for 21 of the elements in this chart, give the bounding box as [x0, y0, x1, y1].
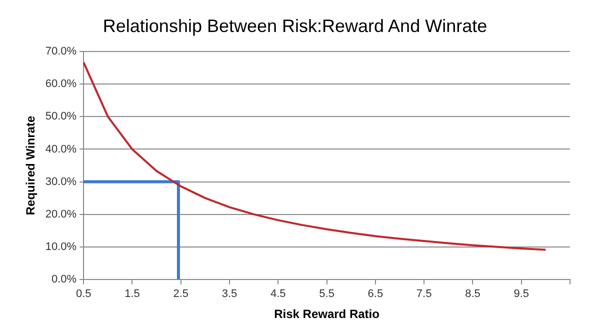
x-axis-title: Risk Reward Ratio: [274, 307, 380, 322]
y-tick-label: 60.0%: [45, 78, 77, 90]
y-tick-label: 10.0%: [45, 240, 77, 253]
x-tick-label: 2.5: [173, 288, 189, 300]
x-tick-label: 0.5: [76, 288, 92, 300]
x-tick-label: 4.5: [270, 288, 286, 300]
y-axis-title: Required Winrate: [24, 116, 38, 216]
x-tick-label: 8.5: [465, 288, 480, 300]
x-tick-label: 3.5: [222, 288, 238, 300]
y-tick-label: 30.0%: [45, 176, 77, 188]
x-tick-label: 9.5: [514, 288, 530, 300]
y-tick-label: 0.0%: [52, 273, 77, 286]
y-tick-label: 40.0%: [45, 143, 77, 156]
x-tick-label: 6.5: [368, 288, 384, 300]
x-tick-label: 1.5: [124, 288, 140, 300]
chart-title: Relationship Between Risk:Reward And Winrate: [102, 16, 488, 36]
x-tick-label: 7.5: [416, 288, 432, 300]
x-tick-label: 5.5: [319, 288, 334, 300]
y-tick-label: 70.0%: [45, 46, 77, 58]
y-tick-label: 50.0%: [45, 110, 77, 123]
y-tick-label: 20.0%: [45, 208, 77, 220]
